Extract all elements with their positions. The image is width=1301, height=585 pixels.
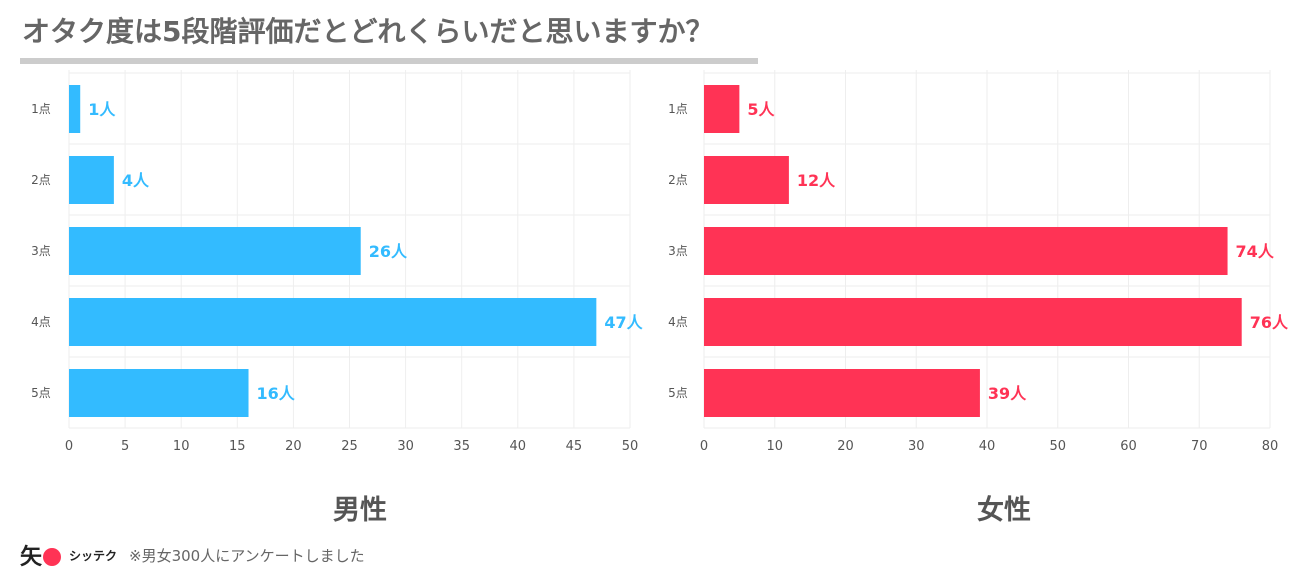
men-data-label: 47人 (604, 313, 643, 332)
men-x-tick-label: 20 (285, 439, 302, 454)
chart-women: 0 10 20 30 40 50 60 70 80 1点 5人 2点 12人 3点 74人 4点 76人 5点 39… (668, 70, 1289, 454)
logo-kanji: 矢 (20, 545, 43, 570)
women-x-tick-label: 40 (979, 439, 996, 454)
women-x-tick-label: 70 (1191, 439, 1208, 454)
men-data-label: 1人 (88, 100, 116, 119)
women-x-tick-label: 50 (1049, 439, 1066, 454)
women-bar (704, 298, 1242, 346)
men-category-label: 2点 (31, 173, 51, 187)
women-category-label: 4点 (668, 315, 688, 329)
men-x-tick-label: 25 (341, 439, 358, 454)
page-title: オタク度は5段階評価だとどれくらいだと思いますか？ (20, 10, 758, 64)
women-bar (704, 156, 789, 204)
men-bar (69, 227, 361, 275)
men-category-label: 1点 (31, 102, 51, 116)
men-bar (69, 156, 114, 204)
men-data-label: 16人 (257, 384, 296, 403)
men-data-label: 26人 (369, 242, 408, 261)
women-x-tick-label: 10 (766, 439, 783, 454)
men-category-label: 4点 (31, 315, 51, 329)
men-bar (69, 369, 249, 417)
women-data-label: 76人 (1250, 313, 1289, 332)
survey-note: ※男女300人にアンケートしました (129, 546, 365, 565)
men-bar (69, 85, 81, 133)
chart-men: 0 5 10 15 20 25 30 35 40 45 50 1点 1人 2点 4人 3点 26人 4点 47人 5点… (31, 70, 644, 454)
women-bar (704, 227, 1228, 275)
men-category-label: 5点 (31, 386, 51, 400)
women-category-label: 3点 (668, 244, 688, 258)
women-x-tick-label: 20 (837, 439, 854, 454)
women-category-label: 2点 (668, 173, 688, 187)
women-x-tick-label: 30 (908, 439, 925, 454)
men-x-tick-label: 15 (229, 439, 246, 454)
logo-circle-icon (43, 548, 62, 566)
footer: 矢 シッテク ※男女300人にアンケートしました (20, 538, 365, 572)
women-data-label: 39人 (988, 384, 1027, 403)
women-bar (704, 85, 740, 133)
women-x-tick-label: 80 (1262, 439, 1279, 454)
logo: 矢 シッテク (20, 539, 117, 571)
men-data-label: 4人 (122, 171, 150, 190)
women-category-label: 5点 (668, 386, 688, 400)
men-category-label: 3点 (31, 244, 51, 258)
women-category-label: 1点 (668, 102, 688, 116)
men-bar (69, 298, 597, 346)
men-x-tick-label: 30 (397, 439, 414, 454)
men-x-tick-label: 45 (566, 439, 583, 454)
men-x-tick-label: 0 (65, 439, 73, 454)
men-x-tick-label: 40 (510, 439, 527, 454)
women-x-tick-label: 0 (700, 439, 708, 454)
chart-men-title: 男性 (333, 495, 387, 526)
men-x-tick-label: 35 (453, 439, 470, 454)
women-data-label: 5人 (747, 100, 775, 119)
logo-text: シッテク (69, 548, 118, 563)
chart-women-title: 女性 (977, 495, 1031, 526)
men-x-tick-label: 10 (173, 439, 190, 454)
women-data-label: 74人 (1236, 242, 1275, 261)
women-data-label: 12人 (797, 171, 836, 190)
women-bar (704, 369, 980, 417)
men-x-tick-label: 5 (121, 439, 129, 454)
women-x-tick-label: 60 (1120, 439, 1137, 454)
men-x-tick-label: 50 (622, 439, 639, 454)
